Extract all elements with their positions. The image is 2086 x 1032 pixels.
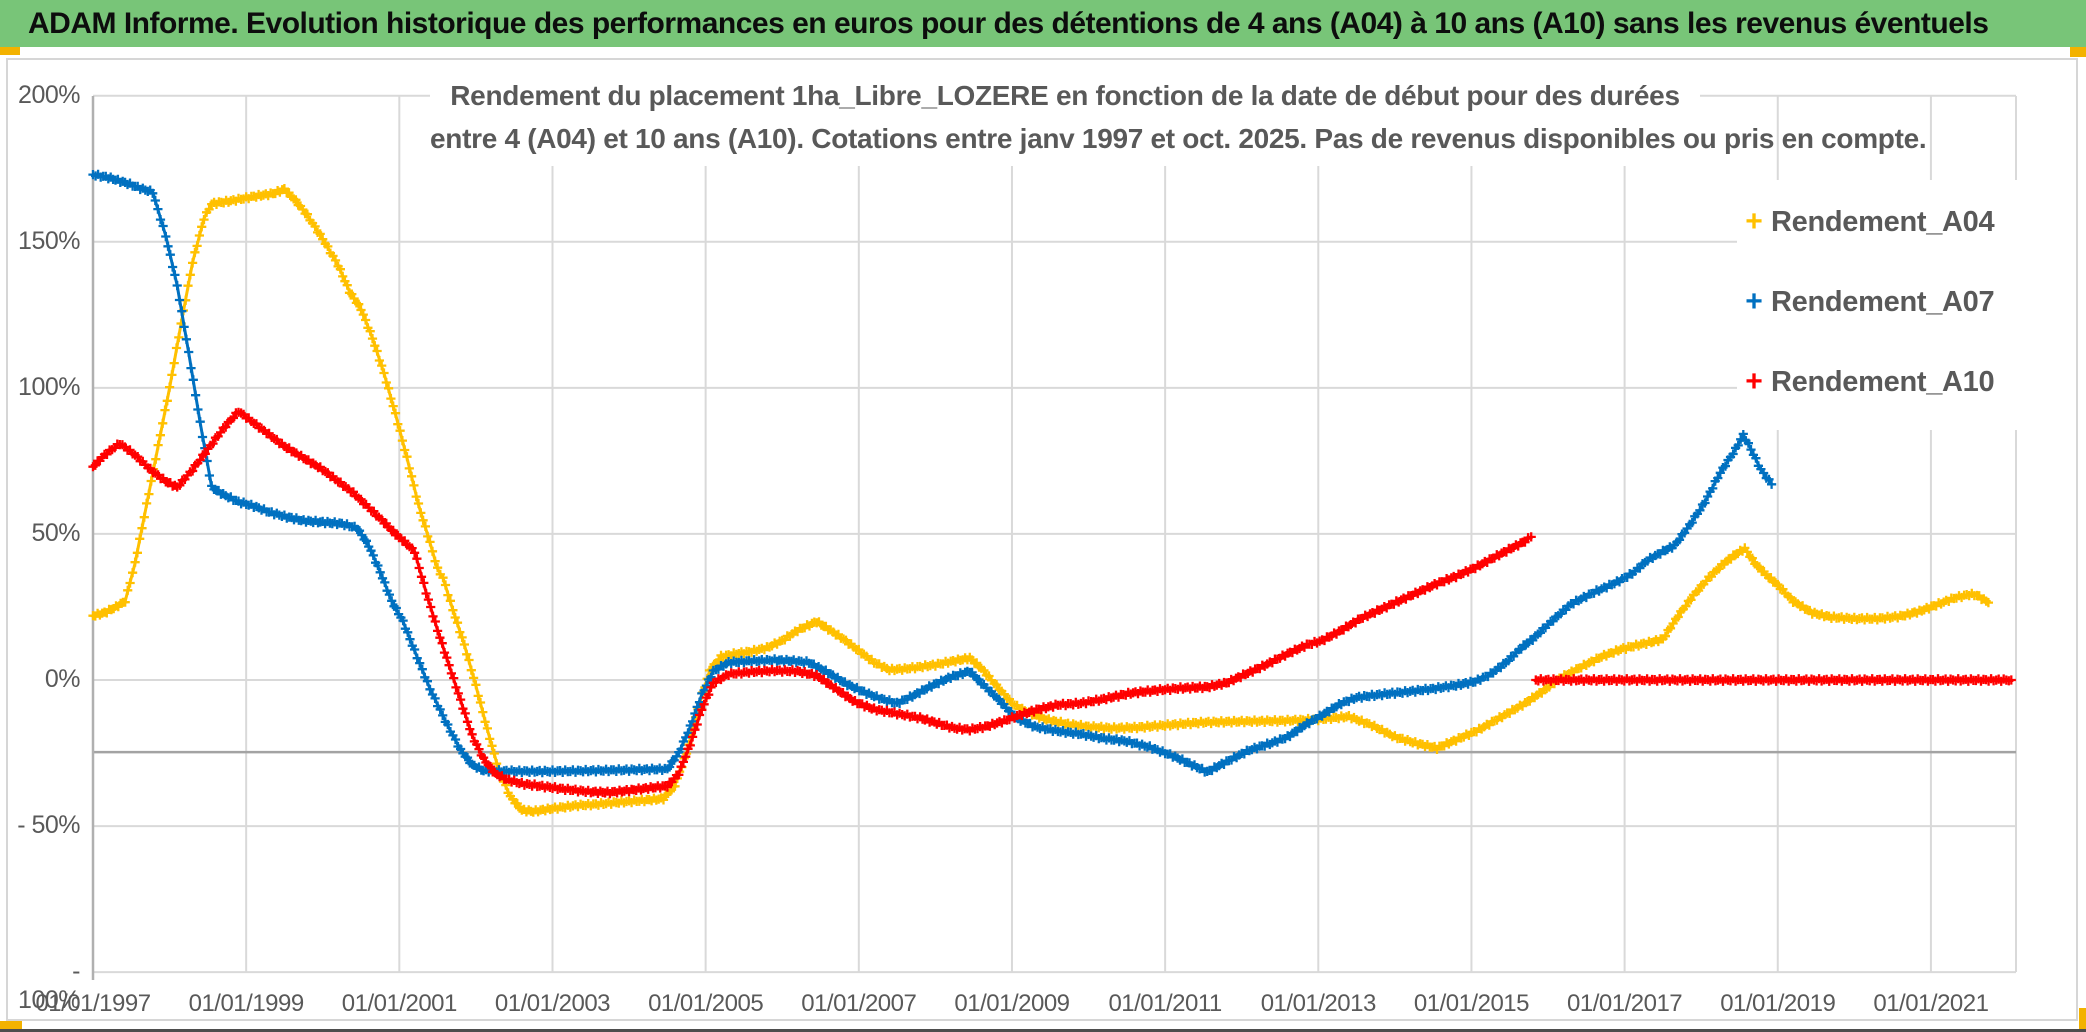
legend-label: Rendement_A07 bbox=[1771, 285, 1995, 318]
x-axis-label: 01/01/2019 bbox=[1720, 990, 1836, 1017]
x-axis-label: 01/01/2013 bbox=[1260, 990, 1377, 1017]
corner-mark-top-right bbox=[2070, 47, 2086, 57]
window-bottom-edge bbox=[0, 1029, 2086, 1032]
y-axis-label: 0% bbox=[44, 665, 81, 693]
series-plus-markers-2 bbox=[1531, 674, 2016, 686]
page-title: ADAM Informe. Evolution historique des p… bbox=[28, 6, 1989, 40]
chart-title-line2: entre 4 (A04) et 10 ans (A10). Cotations… bbox=[430, 123, 1927, 154]
y-axis-label: 200% bbox=[18, 80, 80, 109]
plus-marker-icon: + bbox=[1745, 365, 1763, 398]
x-axis-label: 01/01/2017 bbox=[1567, 990, 1683, 1017]
y-axis-label: 150% bbox=[18, 226, 80, 255]
x-axis-label: 01/01/2003 bbox=[494, 990, 611, 1017]
legend-label: Rendement_A04 bbox=[1771, 205, 1995, 238]
x-axis-label: 01/01/1999 bbox=[188, 990, 305, 1017]
x-axis-label: 01/01/2011 bbox=[1108, 990, 1222, 1017]
series-plus-markers-2 bbox=[88, 407, 1536, 799]
legend: + Rendement_A04 + Rendement_A07 + Rendem… bbox=[1737, 180, 2022, 430]
x-axis-label: 01/01/2021 bbox=[1873, 990, 1989, 1017]
chart-frame bbox=[6, 58, 2078, 1021]
y-axis-label: 100% bbox=[18, 372, 80, 401]
plus-marker-icon: + bbox=[1745, 285, 1763, 318]
x-axis-label: 01/01/2001 bbox=[341, 990, 458, 1017]
legend-item-rendement-a04[interactable]: + Rendement_A04 bbox=[1737, 202, 2022, 242]
chart-title: Rendement du placement 1ha_Libre_LOZERE … bbox=[430, 74, 1927, 166]
series-line-2 bbox=[91, 409, 1533, 794]
corner-mark-top-left bbox=[0, 47, 20, 55]
x-axis-label: 01/01/2009 bbox=[954, 990, 1070, 1017]
legend-item-rendement-a10[interactable]: + Rendement_A10 bbox=[1737, 362, 2022, 402]
plus-marker-icon: + bbox=[1745, 205, 1763, 238]
legend-label: Rendement_A10 bbox=[1771, 365, 1995, 398]
x-axis-label: 01/01/2005 bbox=[648, 990, 764, 1017]
x-axis-label: 01/01/1997 bbox=[35, 990, 151, 1017]
header-bar: ADAM Informe. Evolution historique des p… bbox=[0, 0, 2086, 47]
corner-mark-bottom-right bbox=[2079, 1008, 2086, 1030]
series-plus-markers-1 bbox=[88, 169, 1777, 778]
y-axis-label: - 100% bbox=[18, 957, 80, 1015]
y-axis-label: - 50% bbox=[17, 811, 80, 840]
x-axis-label: 01/01/2007 bbox=[801, 990, 917, 1017]
legend-item-rendement-a07[interactable]: + Rendement_A07 bbox=[1737, 282, 2022, 322]
y-axis-label: 50% bbox=[31, 518, 80, 547]
corner-mark-bottom-left bbox=[0, 1021, 22, 1030]
x-axis-label: 01/01/2015 bbox=[1413, 990, 1530, 1017]
chart-title-line1: Rendement du placement 1ha_Libre_LOZERE … bbox=[450, 80, 1680, 111]
